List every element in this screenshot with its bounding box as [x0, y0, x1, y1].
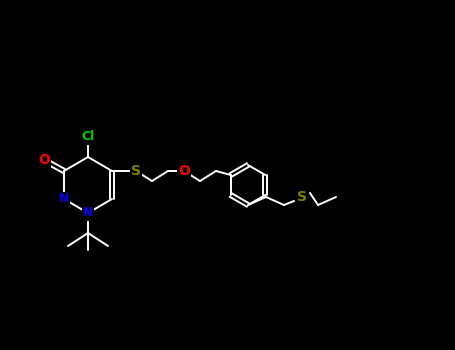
Text: O: O: [38, 153, 50, 167]
Text: S: S: [297, 190, 307, 204]
Text: O: O: [178, 164, 190, 178]
Text: Cl: Cl: [81, 131, 95, 144]
Text: N: N: [83, 206, 93, 219]
Text: N: N: [59, 193, 69, 205]
Text: S: S: [131, 164, 141, 178]
